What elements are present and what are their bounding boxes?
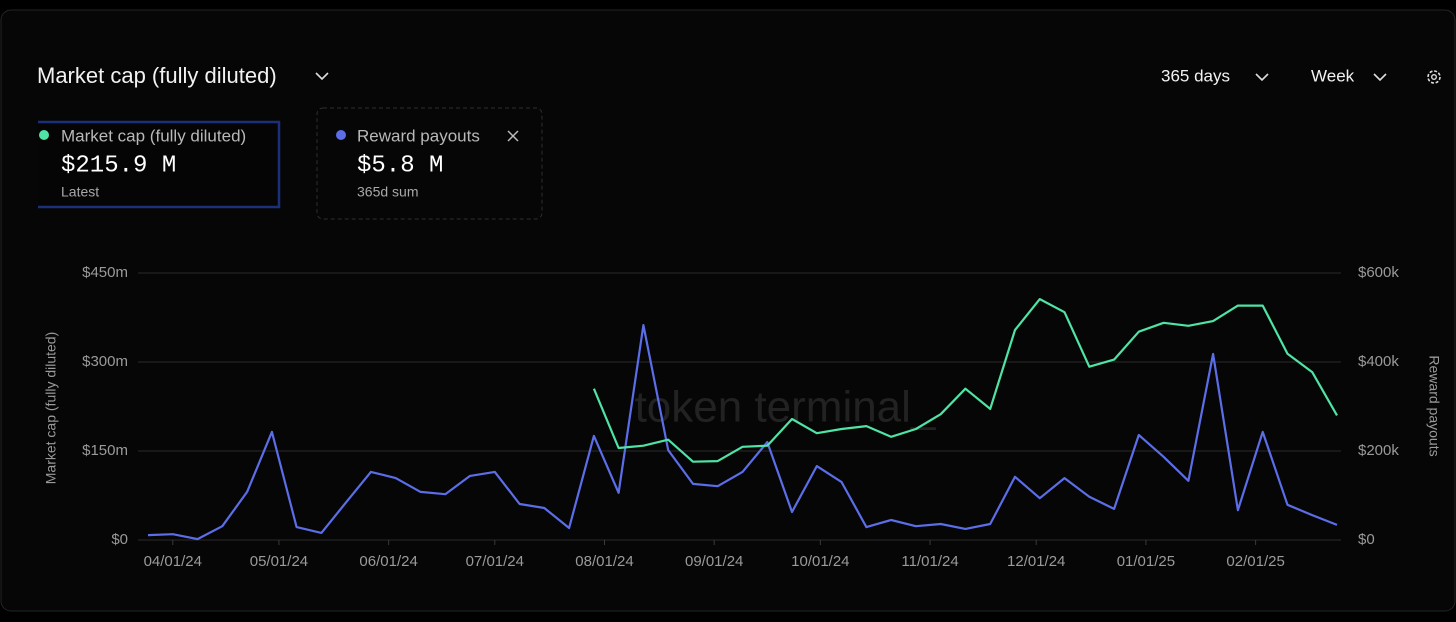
range-dropdown[interactable]: 365 days xyxy=(1161,66,1230,85)
y-axis-label: Market cap (fully diluted) xyxy=(43,332,59,485)
series-line xyxy=(147,324,1338,541)
y-tick-label: $0 xyxy=(111,531,128,548)
x-tick-label: 05/01/24 xyxy=(250,553,308,570)
x-tick-label: 01/01/25 xyxy=(1117,553,1175,570)
y-tick-label: $300m xyxy=(82,353,128,370)
y-tick-label: $450m xyxy=(82,264,128,281)
chart-title[interactable]: Market cap (fully diluted) xyxy=(37,63,277,88)
series-line xyxy=(592,298,1338,463)
series-dot xyxy=(336,130,346,140)
x-tick-label: 07/01/24 xyxy=(466,553,524,570)
card-value: $215.9 M xyxy=(61,152,176,179)
range-chevron[interactable] xyxy=(1255,73,1269,82)
settings-icon[interactable] xyxy=(1427,70,1441,84)
title-chevron[interactable] xyxy=(315,72,329,81)
remove-button[interactable] xyxy=(507,130,519,142)
x-tick-label: 02/01/25 xyxy=(1226,553,1284,570)
y2-tick-label: $200k xyxy=(1358,442,1399,459)
interval-chevron[interactable] xyxy=(1373,73,1387,82)
card-note: 365d sum xyxy=(357,184,418,200)
x-tick-label: 11/01/24 xyxy=(901,553,958,570)
panel-frame xyxy=(0,9,1456,612)
card-note: Latest xyxy=(61,184,99,200)
series-dot xyxy=(39,130,49,140)
interval-dropdown[interactable]: Week xyxy=(1311,66,1355,85)
x-tick-label: 10/01/24 xyxy=(791,553,849,570)
card-name: Reward payouts xyxy=(357,126,480,145)
y2-tick-label: $0 xyxy=(1358,531,1375,548)
y2-tick-label: $400k xyxy=(1358,353,1399,370)
x-tick-label: 08/01/24 xyxy=(575,553,633,570)
x-tick-label: 12/01/24 xyxy=(1007,553,1065,570)
y-tick-label: $150m xyxy=(82,442,128,459)
y2-tick-label: $600k xyxy=(1358,264,1399,281)
x-tick-label: 06/01/24 xyxy=(359,553,417,570)
card[interactable] xyxy=(316,107,543,220)
x-tick-label: 04/01/24 xyxy=(144,553,202,570)
card-name: Market cap (fully diluted) xyxy=(61,126,246,145)
x-tick-label: 09/01/24 xyxy=(685,553,743,570)
y2-axis-label: Reward payouts xyxy=(1426,355,1442,456)
card-selected[interactable] xyxy=(38,120,281,209)
watermark: token terminal_ xyxy=(635,383,936,432)
card-value: $5.8 M xyxy=(357,152,443,179)
